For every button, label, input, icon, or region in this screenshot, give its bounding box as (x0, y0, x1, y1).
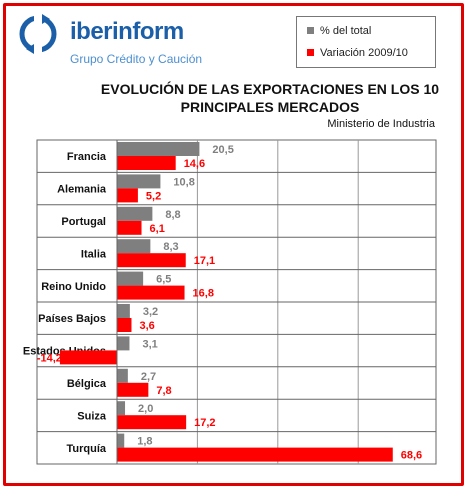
bar-share (117, 368, 128, 383)
data-label-share: 6,5 (156, 274, 171, 286)
data-label-share: 2,0 (138, 403, 153, 415)
data-label-share: 8,3 (163, 241, 178, 253)
bar-variation (117, 220, 142, 235)
data-label-share: 1,8 (137, 436, 152, 448)
bar-share (117, 239, 151, 254)
category-label: Suiza (77, 410, 107, 422)
legend-label-variation: Variación 2009/10 (320, 47, 408, 59)
data-label-variation: 68,6 (401, 450, 422, 462)
category-label: Alemania (57, 184, 107, 196)
data-label-variation: 17,2 (194, 417, 215, 429)
bar-variation (117, 447, 393, 462)
data-label-variation: 3,6 (139, 320, 154, 332)
bar-variation (117, 188, 138, 203)
category-label: Portugal (61, 216, 106, 228)
legend-label-share: % del total (320, 25, 372, 37)
bar-share (117, 304, 130, 318)
legend-swatch-share (307, 26, 314, 34)
category-label: Reino Unido (41, 281, 106, 293)
bar-variation (117, 156, 176, 170)
data-label-variation: 6,1 (150, 223, 165, 235)
bar-variation (117, 415, 187, 430)
iberinform-logo: iberinform Grupo Crédito y Caución (14, 12, 214, 72)
bar-variation (117, 382, 149, 397)
data-label-variation: -14,2 (37, 352, 62, 364)
category-label: Francia (67, 151, 107, 163)
brand-name-part2: inform (112, 18, 184, 45)
data-label-share: 2,7 (141, 371, 156, 383)
data-label-variation: 7,8 (156, 385, 171, 397)
chart-legend: % del total Variación 2009/10 (296, 16, 436, 68)
bar-share (117, 401, 126, 416)
category-label: Países Bajos (38, 313, 106, 325)
category-label: Italia (81, 248, 107, 260)
brand-name: iberinform (70, 18, 184, 46)
data-label-share: 20,5 (212, 144, 233, 156)
legend-item-share: % del total (307, 24, 371, 38)
brand-tagline: Grupo Crédito y Caución (70, 52, 203, 66)
category-label: Bélgica (67, 378, 107, 390)
bar-variation (117, 285, 185, 300)
bar-share (117, 433, 125, 448)
bar-share (117, 174, 161, 189)
data-label-variation: 14,6 (184, 158, 205, 170)
bar-variation (117, 253, 186, 268)
brand-name-part1: iber (70, 18, 113, 45)
legend-item-variation: Variación 2009/10 (307, 46, 408, 60)
data-label-share: 8,8 (165, 209, 180, 221)
bar-share (117, 271, 144, 286)
bar-share (117, 142, 200, 156)
data-label-share: 10,8 (173, 176, 194, 188)
circular-arrows-icon (19, 14, 57, 54)
data-label-variation: 17,1 (194, 255, 215, 267)
data-label-share: 3,1 (142, 338, 157, 350)
bar-share (117, 336, 130, 351)
data-label-variation: 5,2 (146, 190, 161, 202)
bar-variation (117, 318, 132, 332)
chart-title: EVOLUCIÓN DE LAS EXPORTACIONES EN LOS 10… (100, 81, 440, 115)
data-label-variation: 16,8 (193, 288, 214, 300)
data-label-share: 3,2 (143, 306, 158, 318)
chart-source: Ministerio de Industria (327, 118, 435, 130)
bar-share (117, 206, 153, 221)
legend-swatch-variation (307, 48, 314, 56)
category-label: Turquía (66, 443, 106, 455)
bar-variation (59, 350, 117, 365)
